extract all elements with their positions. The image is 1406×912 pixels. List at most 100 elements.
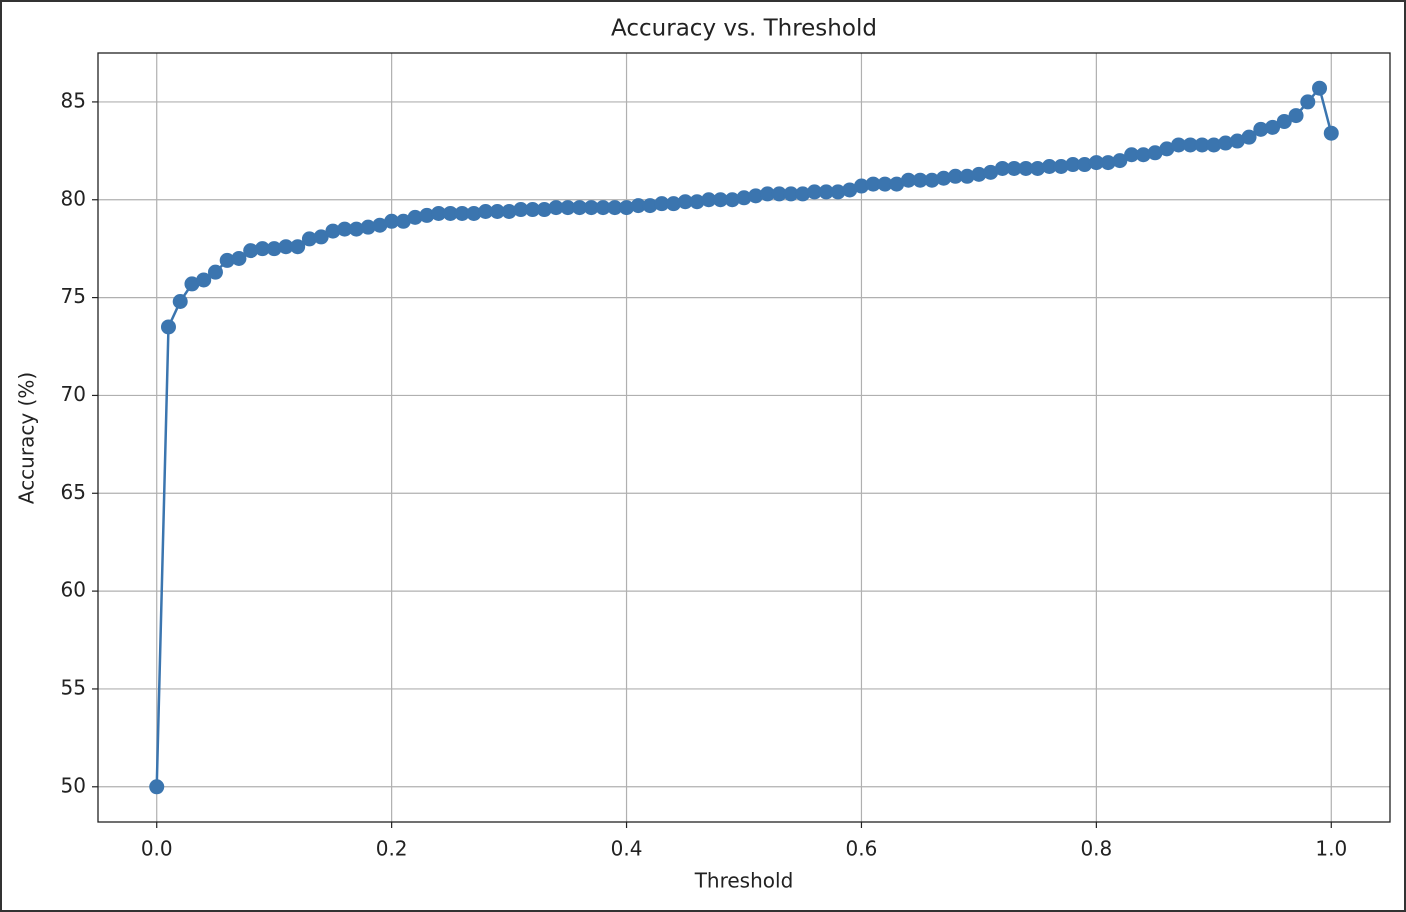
data-point — [254, 241, 270, 257]
data-point — [842, 182, 858, 198]
data-point — [713, 192, 729, 208]
chart-title: Accuracy vs. Threshold — [611, 16, 877, 42]
data-point — [1265, 119, 1281, 135]
data-point — [1100, 155, 1116, 171]
data-point — [701, 192, 717, 208]
data-point — [666, 196, 682, 212]
data-point — [431, 205, 447, 221]
data-point — [795, 186, 811, 202]
data-point — [184, 276, 200, 292]
data-point — [924, 172, 940, 188]
data-point — [1124, 147, 1140, 163]
data-point — [572, 200, 588, 216]
data-point — [325, 223, 341, 239]
data-point — [1276, 113, 1292, 129]
data-point — [301, 231, 317, 247]
data-point — [1300, 94, 1316, 110]
data-point — [196, 272, 212, 288]
data-point — [1171, 137, 1187, 153]
data-point — [689, 194, 705, 210]
data-point — [983, 164, 999, 180]
data-point — [1077, 157, 1093, 173]
data-point — [384, 213, 400, 229]
data-point — [243, 243, 259, 259]
data-point — [1065, 157, 1081, 173]
x-axis-label: Threshold — [694, 869, 794, 893]
data-point — [619, 200, 635, 216]
y-tick-label: 55 — [61, 675, 86, 699]
data-point — [395, 213, 411, 229]
data-point — [1288, 108, 1304, 124]
data-point — [536, 202, 552, 218]
data-point — [1041, 158, 1057, 174]
data-point — [959, 168, 975, 184]
data-point — [1323, 125, 1339, 141]
data-point — [1182, 137, 1198, 153]
data-point — [407, 209, 423, 225]
data-point — [1030, 160, 1046, 176]
data-point — [466, 205, 482, 221]
data-point — [865, 176, 881, 192]
data-point — [172, 294, 188, 310]
data-point — [1229, 133, 1245, 149]
x-tick-label: 0.6 — [846, 837, 878, 861]
data-point — [971, 166, 987, 182]
data-point — [595, 200, 611, 216]
x-tick-label: 0.4 — [611, 837, 643, 861]
data-point — [771, 186, 787, 202]
data-point — [548, 200, 564, 216]
data-point — [583, 200, 599, 216]
y-tick-label: 75 — [61, 284, 86, 308]
data-point — [853, 178, 869, 194]
data-point — [266, 241, 282, 257]
data-point — [1253, 121, 1269, 137]
data-point — [748, 188, 764, 204]
y-tick-label: 60 — [61, 578, 86, 602]
data-point — [936, 170, 952, 186]
data-point — [818, 184, 834, 200]
x-tick-label: 1.0 — [1315, 837, 1347, 861]
data-point — [630, 198, 646, 214]
data-point — [419, 207, 435, 223]
data-point — [231, 250, 247, 266]
y-tick-label: 50 — [61, 773, 86, 797]
data-point — [149, 779, 165, 795]
data-point — [889, 176, 905, 192]
data-point — [442, 205, 458, 221]
data-point — [1241, 129, 1257, 145]
data-point — [1112, 153, 1128, 169]
y-tick-label: 80 — [61, 186, 86, 210]
data-point — [160, 319, 176, 335]
data-point — [489, 203, 505, 219]
data-point — [1135, 147, 1151, 163]
data-point — [1006, 160, 1022, 176]
y-tick-label: 70 — [61, 382, 86, 406]
data-point — [947, 168, 963, 184]
data-point — [1088, 155, 1104, 171]
data-point — [724, 192, 740, 208]
data-point — [278, 239, 294, 255]
data-point — [525, 202, 541, 218]
data-point — [1206, 137, 1222, 153]
x-tick-label: 0.2 — [376, 837, 408, 861]
data-point — [1312, 80, 1328, 96]
x-tick-label: 0.8 — [1080, 837, 1112, 861]
data-point — [219, 252, 235, 268]
data-point — [1218, 135, 1234, 151]
data-point — [1147, 145, 1163, 161]
data-point — [736, 190, 752, 206]
data-point — [877, 176, 893, 192]
data-point — [513, 202, 529, 218]
data-point — [313, 229, 329, 245]
data-point — [1159, 141, 1175, 157]
data-point — [290, 239, 306, 255]
data-point — [337, 221, 353, 237]
data-point — [759, 186, 775, 202]
data-point — [677, 194, 693, 210]
data-point — [454, 205, 470, 221]
data-point — [348, 221, 364, 237]
data-point — [372, 217, 388, 233]
data-point — [1194, 137, 1210, 153]
